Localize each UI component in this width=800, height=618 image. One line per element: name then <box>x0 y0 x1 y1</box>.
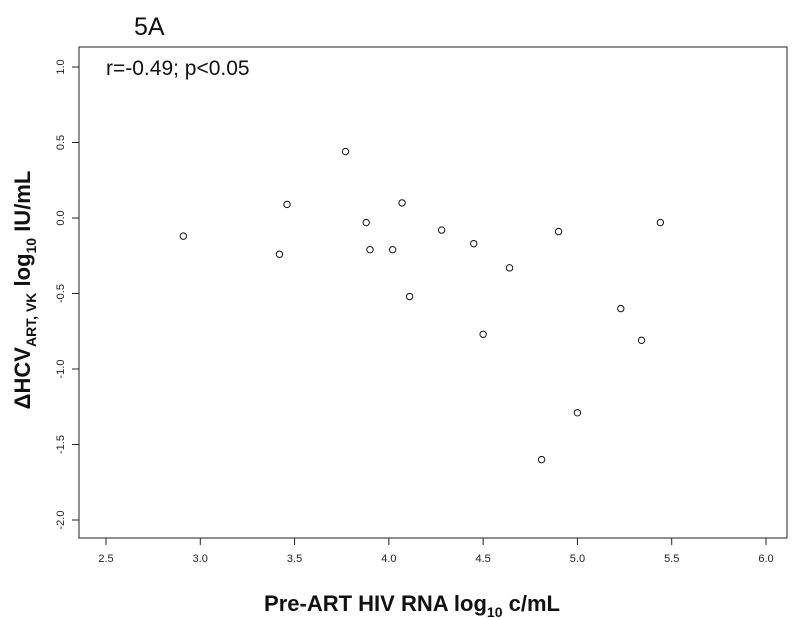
data-point <box>362 218 370 227</box>
y-tick-label: 1.0 <box>55 59 67 74</box>
data-point <box>283 200 291 209</box>
x-tick-label: 4.5 <box>475 553 490 565</box>
data-point <box>437 226 446 234</box>
data-point <box>573 409 582 417</box>
data-point <box>537 455 546 464</box>
data-point <box>366 246 374 254</box>
data-point <box>179 232 188 240</box>
data-point <box>656 218 665 227</box>
data-point <box>341 147 350 156</box>
data-point <box>479 330 487 338</box>
data-points <box>179 147 665 464</box>
x-tick-label: 5.5 <box>664 553 679 565</box>
data-point <box>470 239 478 248</box>
y-tick-label: 0.0 <box>55 210 67 225</box>
x-tick-label: 3.0 <box>193 553 208 565</box>
x-tick-label: 5.0 <box>570 553 585 565</box>
plot-frame <box>78 46 788 539</box>
data-point <box>405 292 414 301</box>
y-tick-label: -2.0 <box>55 511 67 530</box>
x-tick-label: 4.0 <box>381 553 396 565</box>
y-axis-title: ΔHCVART, VK log10 IU/mL <box>10 171 39 410</box>
y-axis: -2.0 -1.5 -1.0 -0.5 0.0 0.5 1.0 <box>55 59 80 530</box>
data-point <box>554 227 563 236</box>
x-axis-title: Pre-ART HIV RNA log10 c/mL <box>264 591 560 618</box>
y-tick-label: -1.5 <box>55 435 67 454</box>
x-tick-label: 6.0 <box>758 553 773 565</box>
y-tick-label: -0.5 <box>55 284 67 303</box>
data-point <box>275 250 284 258</box>
y-tick-label: 0.5 <box>55 135 67 150</box>
data-point <box>398 199 406 207</box>
panel-label: 5A <box>134 13 165 41</box>
x-tick-label: 2.5 <box>98 553 113 565</box>
data-point <box>617 304 625 313</box>
data-point <box>388 246 397 254</box>
correlation-annotation: r=-0.49; p<0.05 <box>106 57 250 80</box>
y-tick-label: -1.0 <box>55 360 67 379</box>
data-point <box>505 264 514 272</box>
data-point <box>637 336 646 345</box>
x-axis: 2.5 3.0 3.5 4.0 4.5 5.0 5.5 6.0 <box>98 537 774 565</box>
x-tick-label: 3.5 <box>287 553 302 565</box>
